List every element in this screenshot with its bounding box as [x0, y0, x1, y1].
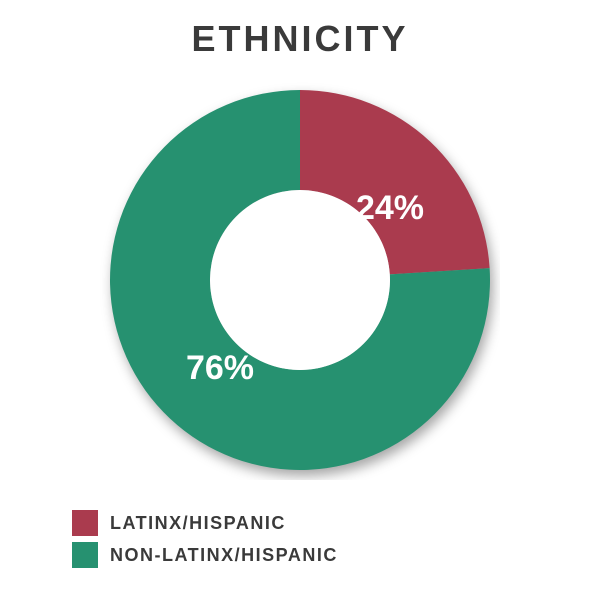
- legend-label: LATINX/HISPANIC: [110, 513, 286, 534]
- legend-item: LATINX/HISPANIC: [72, 510, 338, 536]
- donut-chart: 24% 76%: [100, 80, 500, 485]
- donut-svg: 24% 76%: [100, 80, 500, 480]
- legend-swatch: [72, 510, 98, 536]
- legend-swatch: [72, 542, 98, 568]
- legend: LATINX/HISPANIC NON-LATINX/HISPANIC: [72, 504, 338, 568]
- slice-label-latinx: 24%: [356, 189, 424, 227]
- legend-label: NON-LATINX/HISPANIC: [110, 545, 338, 566]
- slice-label-non_latinx: 76%: [186, 349, 254, 387]
- page-title: ETHNICITY: [0, 0, 600, 60]
- legend-item: NON-LATINX/HISPANIC: [72, 542, 338, 568]
